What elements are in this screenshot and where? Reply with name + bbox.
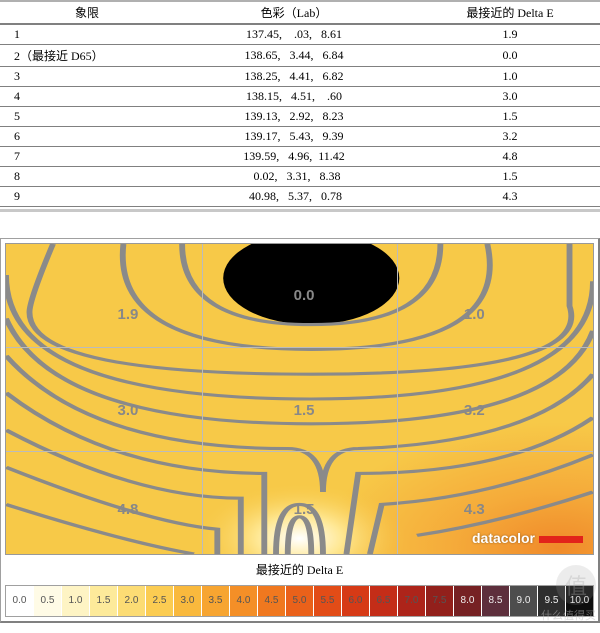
scale-cell: 1.0 bbox=[62, 586, 90, 616]
scale-cell: 3.0 bbox=[174, 586, 202, 616]
contour-value-label: 4.8 bbox=[118, 501, 139, 518]
table-row: 7139.59, 4.96, 11.424.8 bbox=[0, 147, 600, 167]
scale-cell: 8.5 bbox=[482, 586, 510, 616]
scale-cell: 7.5 bbox=[426, 586, 454, 616]
table-row: 1137.45, .03, 8.611.9 bbox=[0, 24, 600, 45]
contour-value-label: 1.9 bbox=[118, 306, 139, 323]
table-row: 3138.25, 4.41, 6.821.0 bbox=[0, 67, 600, 87]
scale-cell: 8.0 bbox=[454, 586, 482, 616]
scale-cell: 5.0 bbox=[286, 586, 314, 616]
watermark-text: 什么值得买 bbox=[541, 607, 596, 623]
scale-cell: 7.0 bbox=[398, 586, 426, 616]
scale-cell: 6.5 bbox=[370, 586, 398, 616]
col-header-quadrant: 象限 bbox=[0, 2, 168, 24]
table-row: 9 40.98, 5.37, 0.784.3 bbox=[0, 187, 600, 207]
scale-cell: 9.0 bbox=[510, 586, 538, 616]
contour-value-label: 4.3 bbox=[464, 501, 485, 518]
contour-value-label: 1.5 bbox=[294, 402, 315, 419]
scale-cell: 2.0 bbox=[118, 586, 146, 616]
contour-chart: 1.9 0.0 1.0 3.0 1.5 3.2 4.8 1.5 4.3 datacolor 最接… bbox=[0, 238, 600, 623]
color-scale: 0.00.51.01.52.02.53.03.54.04.55.05.56.06… bbox=[5, 585, 594, 617]
contour-plot: 1.9 0.0 1.0 3.0 1.5 3.2 4.8 1.5 4.3 datacolor bbox=[5, 243, 594, 555]
contour-value-label: 1.0 bbox=[464, 306, 485, 323]
scale-cell: 0.5 bbox=[34, 586, 62, 616]
watermark-icon: 值 bbox=[556, 565, 596, 605]
chart-title: 最接近的 Delta E bbox=[5, 555, 594, 582]
scale-cell: 4.5 bbox=[258, 586, 286, 616]
table-row: 6139.17, 5.43, 9.393.2 bbox=[0, 127, 600, 147]
contour-value-label: 3.0 bbox=[118, 402, 139, 419]
scale-cell: 5.5 bbox=[314, 586, 342, 616]
contour-value-label: 1.5 bbox=[294, 501, 315, 518]
col-header-lab: 色彩（Lab） bbox=[168, 2, 420, 24]
table-row: 4138.15, 4.51, .603.0 bbox=[0, 87, 600, 107]
scale-cell: 2.5 bbox=[146, 586, 174, 616]
lab-delta-table: 象限 色彩（Lab） 最接近的 Delta E 1137.45, .03, 8.… bbox=[0, 2, 600, 207]
col-header-delta-e: 最接近的 Delta E bbox=[420, 2, 600, 24]
brand-label: datacolor bbox=[472, 530, 583, 546]
scale-cell: 6.0 bbox=[342, 586, 370, 616]
scale-cell: 3.5 bbox=[202, 586, 230, 616]
contour-value-label: 3.2 bbox=[464, 402, 485, 419]
scale-cell: 1.5 bbox=[90, 586, 118, 616]
table-row: 8 0.02, 3.31, 8.381.5 bbox=[0, 167, 600, 187]
table-row: 5139.13, 2.92, 8.231.5 bbox=[0, 107, 600, 127]
data-table-container: 象限 色彩（Lab） 最接近的 Delta E 1137.45, .03, 8.… bbox=[0, 0, 600, 212]
scale-cell: 4.0 bbox=[230, 586, 258, 616]
scale-cell: 0.0 bbox=[6, 586, 34, 616]
contour-value-label: 0.0 bbox=[294, 287, 315, 304]
table-row: 2（最接近 D65）138.65, 3.44, 6.840.0 bbox=[0, 45, 600, 67]
